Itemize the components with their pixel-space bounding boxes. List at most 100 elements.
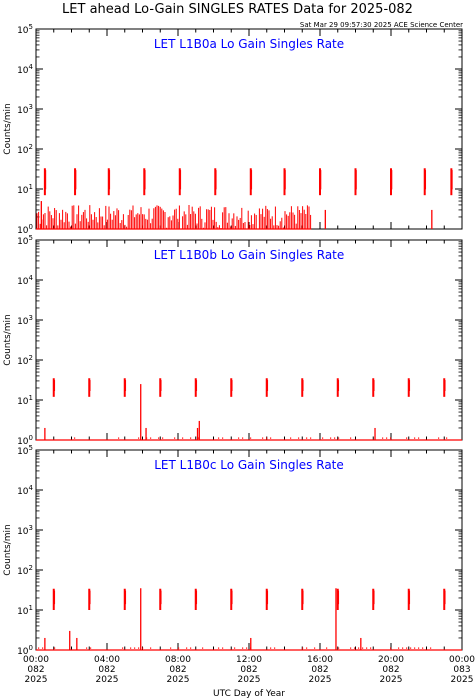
y-tick-label: 101 bbox=[17, 604, 33, 617]
y-tick-label: 101 bbox=[17, 394, 33, 407]
data-point bbox=[446, 437, 448, 439]
data-point bbox=[150, 647, 152, 649]
x-tick-year-label: 2025 bbox=[96, 675, 119, 685]
y-tick-label: 101 bbox=[17, 183, 33, 196]
data-point bbox=[418, 437, 420, 439]
data-point bbox=[386, 437, 388, 439]
data-point bbox=[242, 647, 244, 649]
data-point bbox=[234, 647, 236, 649]
data-point bbox=[242, 437, 244, 439]
x-tick-time-label: 08:00 bbox=[165, 655, 191, 665]
data-point bbox=[222, 437, 224, 439]
plot-frame bbox=[35, 239, 463, 441]
x-tick-time-label: 00:00 bbox=[449, 655, 475, 665]
data-point bbox=[250, 437, 252, 439]
x-tick-year-label: 2025 bbox=[25, 675, 48, 685]
data-point bbox=[422, 647, 424, 649]
panel-title: LET L1B0a Lo Gain Singles Rate bbox=[154, 37, 344, 51]
data-point bbox=[186, 647, 188, 649]
y-tick-label: 102 bbox=[17, 354, 33, 367]
chart-title: LET ahead Lo-Gain SINGLES RATES Data for… bbox=[62, 2, 413, 17]
x-tick-time-label: 12:00 bbox=[236, 655, 262, 665]
y-tick-label: 104 bbox=[17, 484, 33, 497]
data-point bbox=[274, 647, 276, 649]
x-tick-time-label: 20:00 bbox=[378, 655, 404, 665]
data-point bbox=[130, 647, 132, 649]
timestamp: Sat Mar 29 09:57:30 2025 ACE Science Cen… bbox=[299, 21, 463, 29]
y-tick-label: 102 bbox=[17, 564, 33, 577]
y-axis-label: Counts/min bbox=[3, 524, 13, 575]
data-point bbox=[170, 647, 172, 649]
data-point bbox=[418, 647, 420, 649]
data-point bbox=[330, 437, 332, 439]
data-point bbox=[390, 437, 392, 439]
data-point bbox=[414, 437, 416, 439]
data-point bbox=[178, 647, 180, 649]
x-tick-time-label: 00:00 bbox=[23, 655, 49, 665]
data-point bbox=[406, 437, 408, 439]
panel-title: LET L1B0c Lo Gain Singles Rate bbox=[154, 458, 344, 472]
data-point bbox=[262, 437, 264, 439]
data-point bbox=[334, 437, 336, 439]
x-tick-year-label: 2025 bbox=[380, 675, 403, 685]
data-point bbox=[218, 647, 220, 649]
data-point bbox=[198, 437, 200, 439]
plot-frame bbox=[35, 449, 463, 651]
data-point bbox=[174, 437, 176, 439]
y-tick-label: 102 bbox=[17, 143, 33, 156]
data-point bbox=[414, 647, 416, 649]
x-tick-doy-label: 082 bbox=[169, 665, 186, 675]
data-point bbox=[382, 437, 384, 439]
y-axis-label: Counts/min bbox=[3, 103, 13, 154]
data-point bbox=[402, 647, 404, 649]
x-tick-doy-label: 082 bbox=[311, 665, 328, 675]
data-point bbox=[338, 647, 340, 649]
data-point bbox=[410, 647, 412, 649]
x-tick-doy-label: 082 bbox=[240, 665, 257, 675]
data-point bbox=[138, 437, 140, 439]
data-point bbox=[122, 647, 124, 649]
data-point bbox=[390, 647, 392, 649]
data-point bbox=[182, 437, 184, 439]
y-tick-label: 103 bbox=[17, 103, 33, 116]
x-tick-doy-label: 083 bbox=[453, 665, 470, 675]
data-point bbox=[354, 647, 356, 649]
data-point bbox=[314, 647, 316, 649]
x-tick-time-label: 04:00 bbox=[94, 655, 120, 665]
x-tick-year-label: 2025 bbox=[309, 675, 332, 685]
data-point bbox=[134, 647, 136, 649]
y-tick-label: 104 bbox=[17, 63, 33, 76]
data-point bbox=[306, 437, 308, 439]
x-tick-year-label: 2025 bbox=[451, 675, 474, 685]
data-point bbox=[398, 647, 400, 649]
data-point bbox=[358, 647, 360, 649]
x-tick-doy-label: 082 bbox=[27, 665, 44, 675]
x-axis-label: UTC Day of Year bbox=[213, 689, 285, 699]
data-point bbox=[430, 647, 432, 649]
data-point bbox=[370, 647, 372, 649]
panel-1: LET L1B0a Lo Gain Singles Rate Counts/min… bbox=[3, 23, 463, 236]
data-point bbox=[202, 647, 204, 649]
data-point bbox=[302, 647, 304, 649]
data-point bbox=[86, 647, 88, 649]
data-point bbox=[74, 437, 76, 439]
panel-3: LET L1B0c Lo Gain Singles Rate Counts/min… bbox=[3, 444, 463, 657]
data-point bbox=[246, 647, 248, 649]
y-tick-label: 105 bbox=[17, 23, 33, 36]
data-point bbox=[38, 647, 40, 649]
x-tick-doy-label: 082 bbox=[382, 665, 399, 675]
panel-title: LET L1B0b Lo Gain Singles Rate bbox=[154, 248, 345, 262]
data-point bbox=[298, 437, 300, 439]
data-point bbox=[266, 437, 268, 439]
data-point bbox=[270, 437, 272, 439]
data-point bbox=[290, 437, 292, 439]
data-point bbox=[42, 647, 44, 649]
plot-frame bbox=[35, 28, 463, 230]
data-point bbox=[350, 647, 352, 649]
data-point bbox=[438, 437, 440, 439]
x-tick-year-label: 2025 bbox=[167, 675, 190, 685]
data-point bbox=[142, 647, 144, 649]
data-point bbox=[326, 647, 328, 649]
data-point bbox=[362, 647, 364, 649]
